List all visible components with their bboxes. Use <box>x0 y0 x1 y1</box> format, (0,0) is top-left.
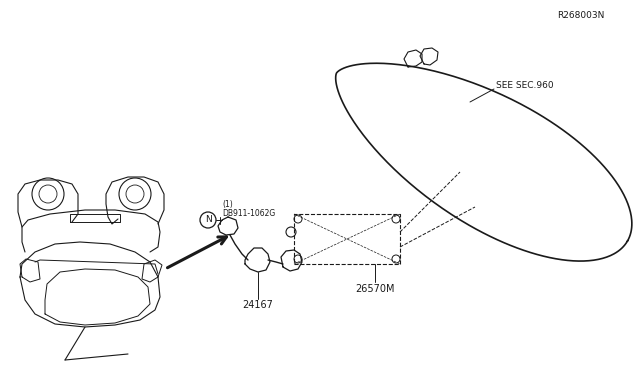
Text: N: N <box>205 215 211 224</box>
Text: DB911-1062G: DB911-1062G <box>222 209 275 218</box>
Text: 24167: 24167 <box>243 300 273 310</box>
Text: 26570M: 26570M <box>355 284 395 294</box>
Text: SEE SEC.960: SEE SEC.960 <box>496 80 554 90</box>
Text: (1): (1) <box>222 201 233 209</box>
Text: R268003N: R268003N <box>557 10 605 19</box>
